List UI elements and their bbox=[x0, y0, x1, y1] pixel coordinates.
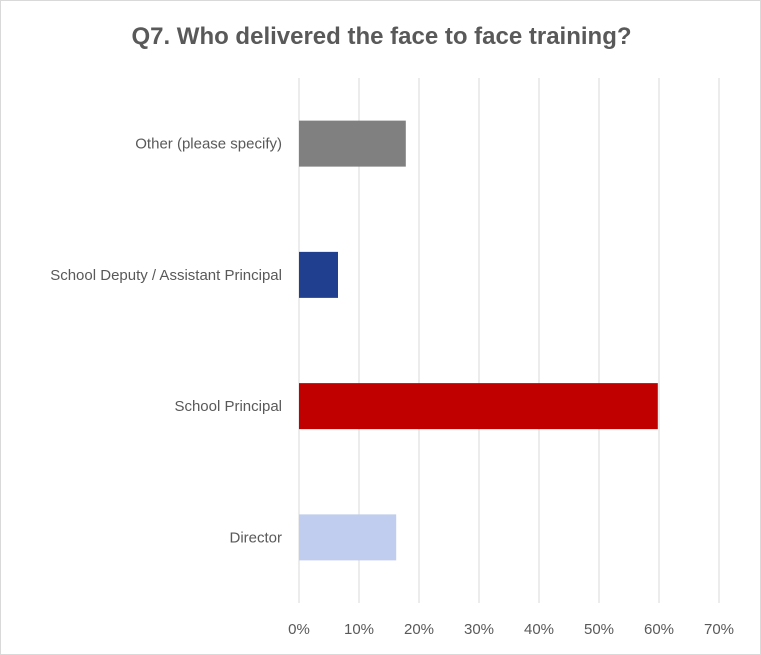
x-tick-label: 0% bbox=[288, 621, 310, 638]
category-label: Director bbox=[229, 529, 282, 546]
x-tick-labels: 0% 10% 20% 30% 40% 50% 60% 70% bbox=[288, 621, 734, 638]
bar bbox=[299, 120, 406, 167]
x-tick-label: 70% bbox=[704, 621, 734, 638]
bars bbox=[299, 120, 658, 561]
x-tick-label: 40% bbox=[524, 621, 554, 638]
category-label: School Principal bbox=[174, 398, 282, 415]
bar bbox=[299, 514, 397, 561]
chart-title: Q7. Who delivered the face to face train… bbox=[131, 23, 632, 50]
category-label: Other (please specify) bbox=[135, 136, 282, 153]
x-tick-label: 50% bbox=[584, 621, 614, 638]
category-labels: Other (please specify) School Deputy / As… bbox=[50, 136, 282, 547]
x-tick-label: 20% bbox=[404, 621, 434, 638]
x-tick-label: 60% bbox=[644, 621, 674, 638]
category-label: School Deputy / Assistant Principal bbox=[50, 267, 282, 284]
bar bbox=[299, 383, 658, 430]
bar bbox=[299, 251, 338, 298]
x-tick-label: 10% bbox=[344, 621, 374, 638]
x-tick-label: 30% bbox=[464, 621, 494, 638]
